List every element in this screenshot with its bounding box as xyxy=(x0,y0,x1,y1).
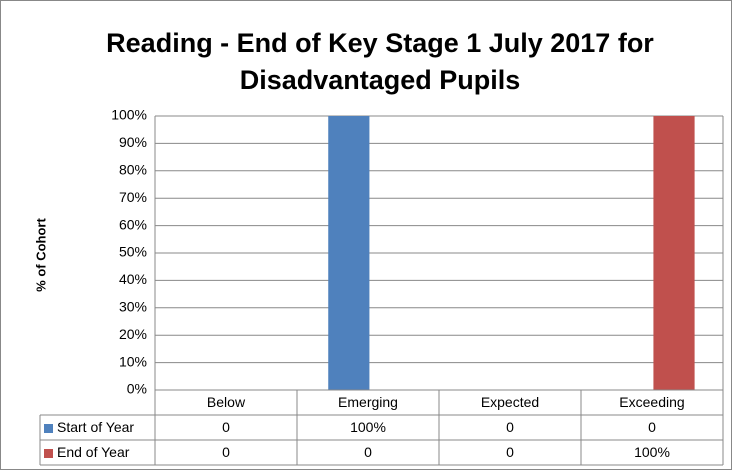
y-tick-label: 70% xyxy=(119,189,147,205)
x-tick-label: Emerging xyxy=(338,394,398,410)
legend-key xyxy=(44,449,53,458)
data-label: 0 xyxy=(506,444,514,460)
data-label: 100% xyxy=(350,419,386,435)
y-tick-label: 20% xyxy=(119,326,147,342)
y-tick-label: 80% xyxy=(119,162,147,178)
chart-title: Reading - End of Key Stage 1 July 2017 f… xyxy=(106,28,654,58)
data-label: 100% xyxy=(634,444,670,460)
legend-key xyxy=(44,424,53,433)
y-tick-label: 0% xyxy=(127,381,147,397)
legend-label: End of Year xyxy=(57,444,130,460)
bar xyxy=(328,116,370,390)
y-axis-title: % of Cohort xyxy=(33,218,48,292)
chart-title: Disadvantaged Pupils xyxy=(240,65,521,95)
x-tick-label: Exceeding xyxy=(619,394,684,410)
data-label: 0 xyxy=(222,419,230,435)
data-label: 0 xyxy=(506,419,514,435)
y-tick-label: 10% xyxy=(119,353,147,369)
x-tick-label: Below xyxy=(207,394,246,410)
data-label: 0 xyxy=(222,444,230,460)
y-tick-label: 90% xyxy=(119,134,147,150)
data-label: 0 xyxy=(364,444,372,460)
y-tick-label: 50% xyxy=(119,244,147,260)
x-tick-label: Expected xyxy=(481,394,539,410)
y-tick-label: 30% xyxy=(119,299,147,315)
y-tick-label: 100% xyxy=(111,107,147,123)
y-tick-label: 40% xyxy=(119,271,147,287)
bar xyxy=(653,116,695,390)
legend-label: Start of Year xyxy=(57,419,134,435)
data-label: 0 xyxy=(648,419,656,435)
y-tick-label: 60% xyxy=(119,216,147,232)
